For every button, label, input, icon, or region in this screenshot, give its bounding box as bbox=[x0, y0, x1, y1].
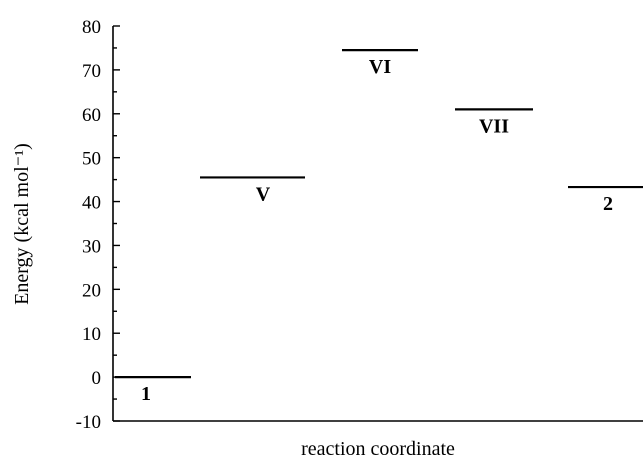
y-tick-label: 0 bbox=[92, 368, 102, 389]
y-tick-label: 50 bbox=[82, 149, 101, 170]
level-label: VI bbox=[369, 56, 391, 78]
y-ticks: -10 0 10 20 30 40 50 60 70 80 bbox=[76, 17, 120, 433]
level-label: 2 bbox=[603, 193, 613, 215]
y-tick-label: -10 bbox=[76, 412, 101, 433]
y-tick-label: 40 bbox=[82, 193, 101, 214]
x-axis-title: reaction coordinate bbox=[301, 438, 455, 457]
y-axis-title: Energy (kcal mol⁻¹) bbox=[11, 143, 33, 305]
y-tick-label: 70 bbox=[82, 61, 101, 82]
y-tick-label: 80 bbox=[82, 17, 101, 38]
level-label: 1 bbox=[141, 383, 151, 405]
y-tick-label: 30 bbox=[82, 236, 101, 257]
axes bbox=[112, 26, 643, 422]
y-tick-label: 10 bbox=[82, 324, 101, 345]
level-label: V bbox=[256, 183, 271, 205]
y-tick-label: 60 bbox=[82, 105, 101, 126]
level-label: VII bbox=[479, 115, 509, 137]
y-tick-label: 20 bbox=[82, 280, 101, 301]
energy-levels: 1 V VI VII 2 bbox=[115, 49, 643, 405]
